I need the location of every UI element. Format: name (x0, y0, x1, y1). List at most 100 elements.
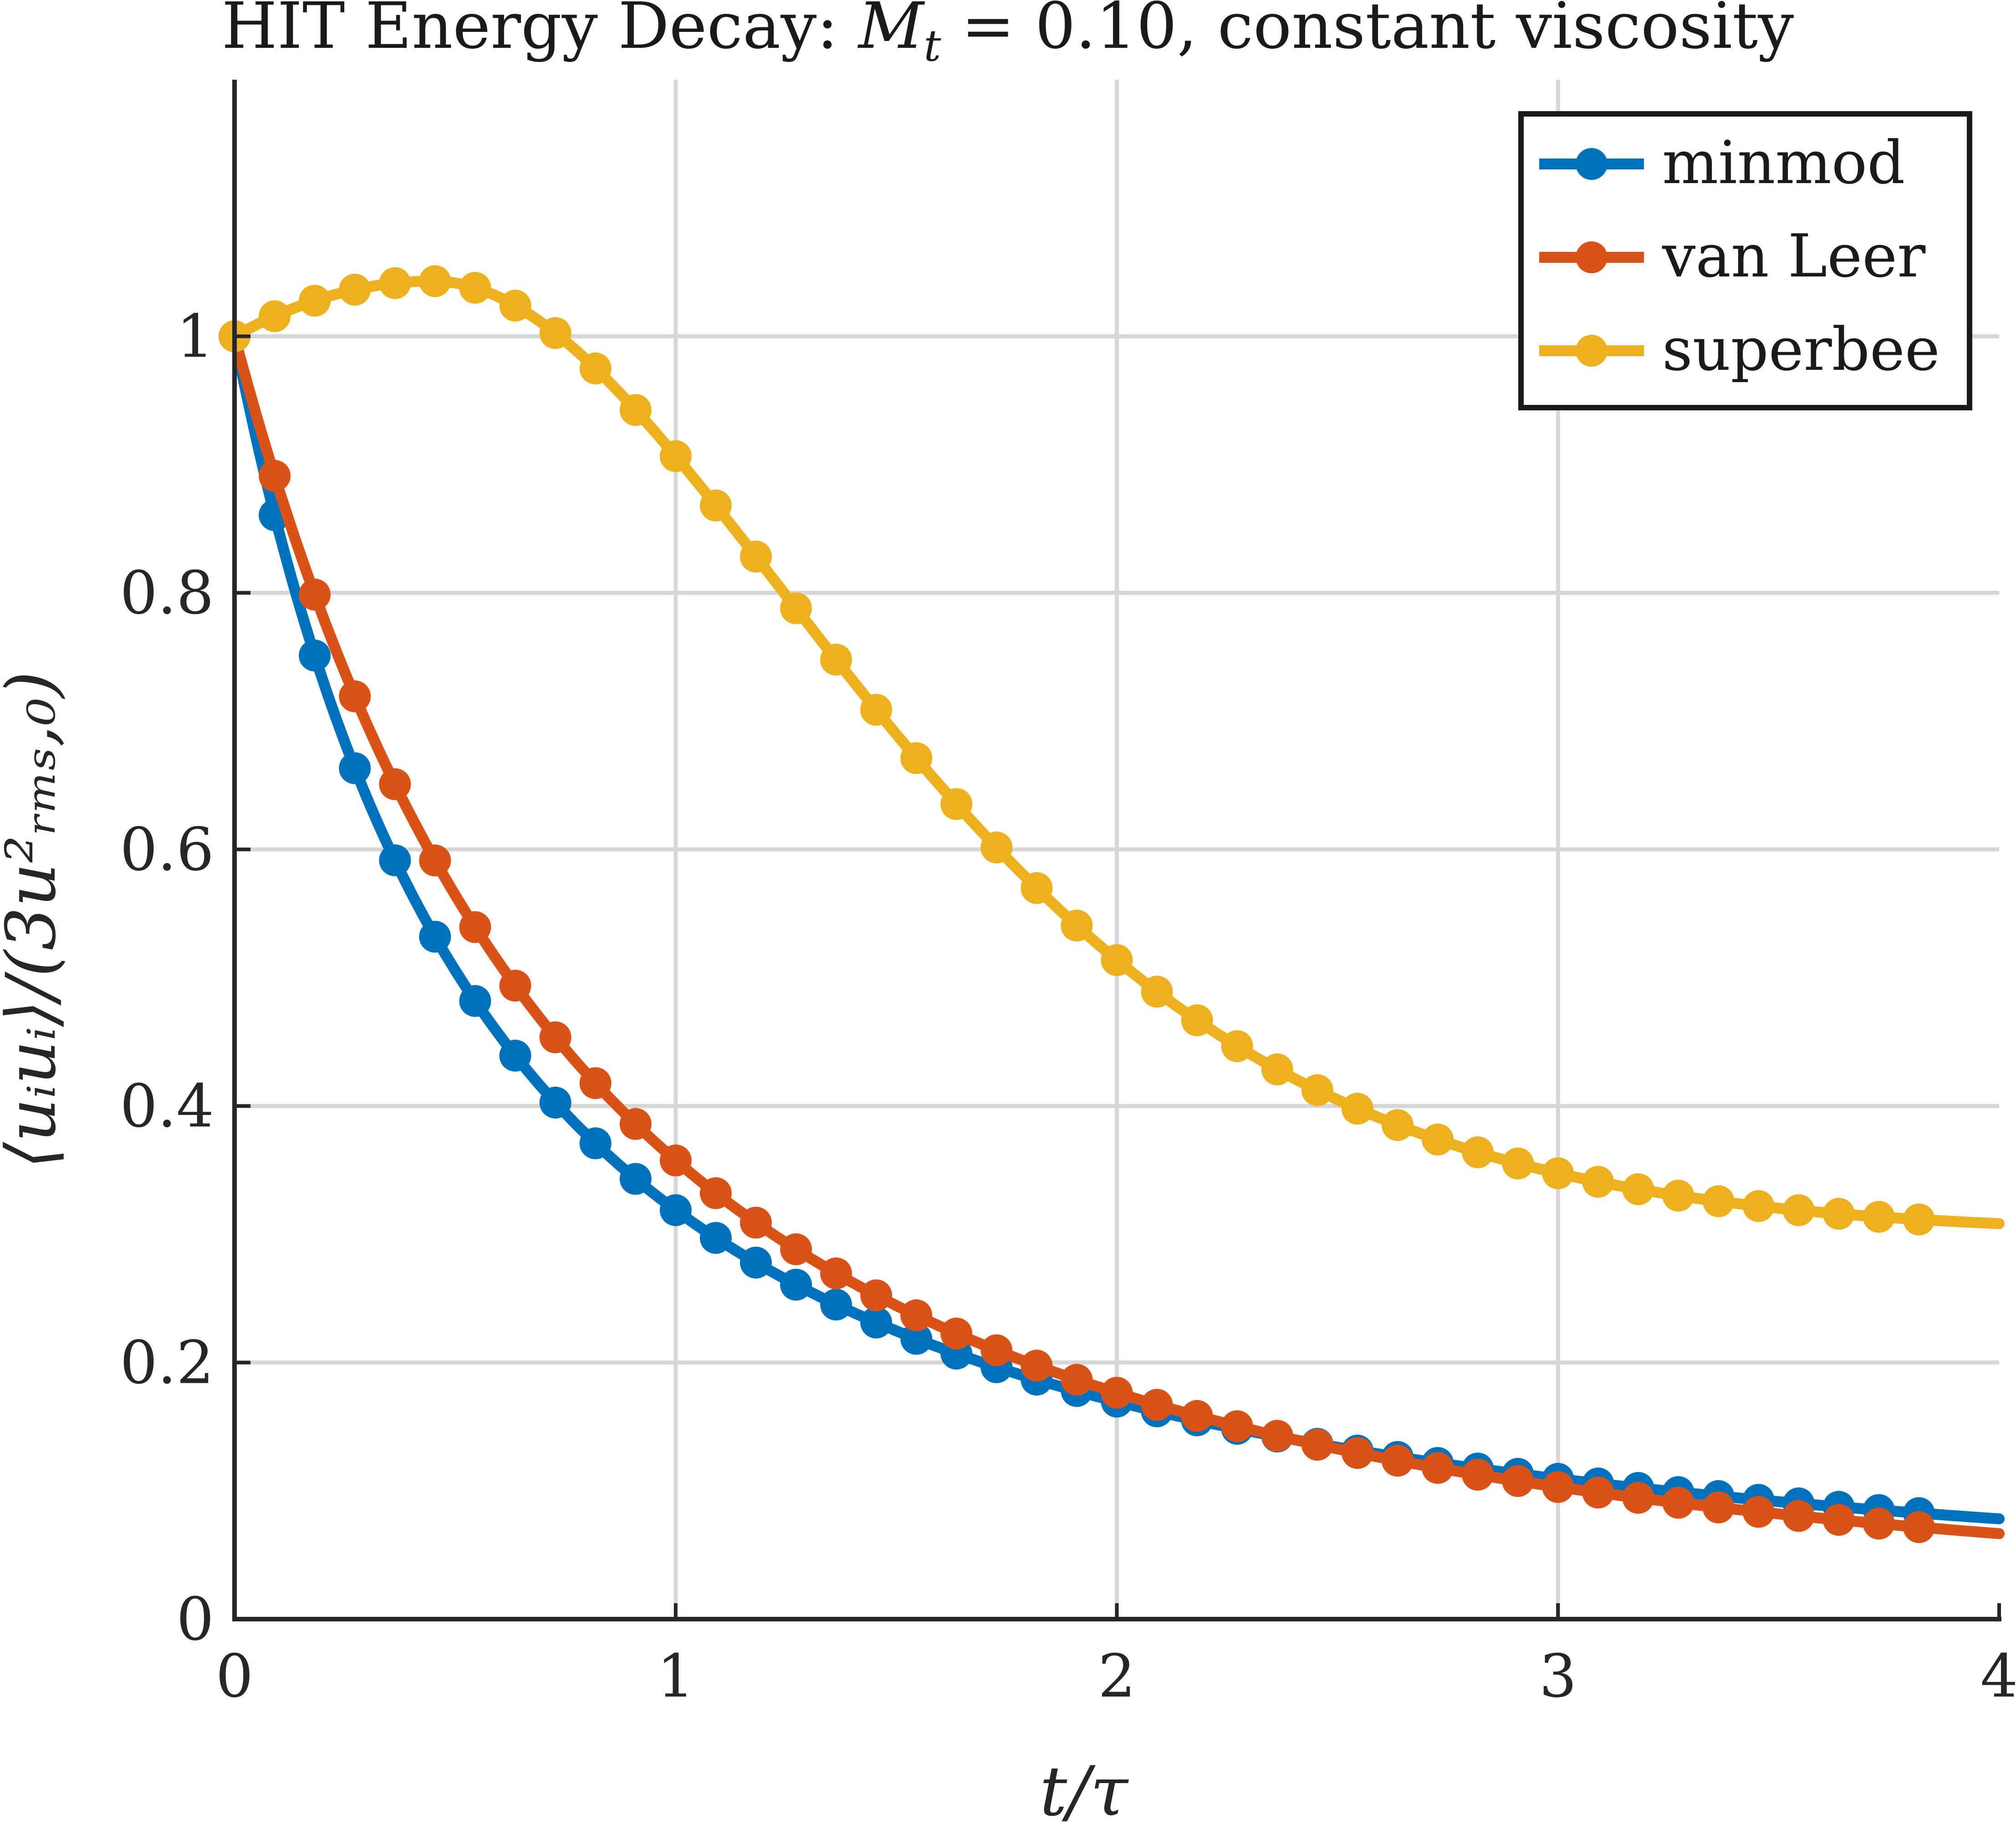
series-2-marker-25 (1221, 1030, 1253, 1062)
series-2-marker-38 (1742, 1190, 1775, 1222)
series-1-marker-13 (740, 1206, 772, 1239)
series-2-marker-42 (1903, 1203, 1935, 1236)
series-1-marker-39 (1782, 1500, 1815, 1532)
series-2-marker-27 (1301, 1074, 1333, 1106)
series-2-marker-36 (1662, 1180, 1694, 1212)
series-0-marker-9 (579, 1127, 612, 1160)
legend-label-0: minmod (1662, 128, 1905, 197)
series-2-marker-6 (459, 271, 491, 304)
series-1-marker-29 (1382, 1445, 1414, 1477)
series-group (219, 265, 2005, 1543)
series-1-marker-35 (1622, 1482, 1654, 1514)
title-prefix: HIT Energy Decay: (222, 0, 858, 63)
series-0-marker-11 (659, 1194, 692, 1227)
series-1-marker-30 (1422, 1452, 1454, 1484)
series-0-marker-17 (900, 1323, 933, 1355)
series-0-marker-5 (419, 920, 451, 953)
series-2-marker-29 (1382, 1109, 1414, 1141)
series-1-marker-3 (339, 680, 371, 712)
series-0-marker-12 (699, 1222, 732, 1254)
series-1-marker-10 (619, 1108, 652, 1140)
legend-label-2: superbee (1662, 315, 1940, 384)
series-1-marker-23 (1141, 1389, 1173, 1421)
series-1-marker-22 (1101, 1377, 1133, 1409)
series-0-marker-10 (619, 1163, 652, 1195)
series-2-marker-1 (259, 300, 291, 332)
x-tick-label-2: 2 (1098, 1641, 1136, 1711)
y-tick-label-4: 0.8 (120, 558, 214, 628)
series-2-marker-20 (1021, 872, 1053, 904)
series-1-marker-12 (699, 1177, 732, 1209)
series-2-marker-9 (579, 352, 612, 384)
series-2-marker-3 (339, 274, 371, 306)
tick-labels: 0 1 2 3 4 0 0.2 0.4 0.6 0.8 1 (120, 302, 2016, 1711)
series-1-marker-31 (1462, 1458, 1494, 1491)
series-2-marker-35 (1622, 1173, 1654, 1206)
series-2-marker-26 (1261, 1053, 1293, 1085)
series-1-marker-37 (1702, 1491, 1735, 1523)
series-0-marker-8 (539, 1086, 572, 1119)
series-2-marker-33 (1542, 1157, 1574, 1190)
series-2-marker-7 (499, 290, 531, 322)
series-2-marker-40 (1822, 1198, 1855, 1230)
series-1-marker-18 (940, 1318, 973, 1349)
series-2-marker-21 (1061, 910, 1093, 942)
series-1-marker-41 (1863, 1508, 1895, 1540)
legend-marker-1 (1576, 241, 1608, 273)
series-2-marker-24 (1181, 1004, 1213, 1037)
series-1-marker-24 (1181, 1400, 1213, 1432)
series-0-marker-15 (820, 1288, 852, 1321)
series-1-marker-7 (499, 970, 531, 1002)
series-1-marker-8 (539, 1021, 572, 1053)
series-2-marker-34 (1582, 1165, 1614, 1198)
chart-title: HIT Energy Decay: Mt = 0.10, constant vi… (222, 0, 1794, 71)
series-2-marker-19 (980, 831, 1013, 864)
title-suffix: , constant viscosity (1177, 0, 1794, 63)
series-2-marker-14 (780, 592, 812, 624)
series-0-marker-3 (339, 752, 371, 784)
series-1-marker-42 (1903, 1511, 1935, 1543)
title-math-symbol: M (857, 0, 925, 63)
series-2-marker-4 (379, 267, 411, 299)
y-axis-label: ⟨uᵢuᵢ⟩/(3u²ᵣₘₛ,₀) (0, 671, 71, 1169)
y-tick-label-1: 0.2 (120, 1328, 214, 1397)
series-2-marker-37 (1702, 1185, 1735, 1217)
series-1-marker-32 (1502, 1465, 1534, 1497)
series-0-marker-2 (299, 639, 331, 672)
series-2-marker-39 (1782, 1194, 1815, 1227)
series-2-marker-11 (659, 440, 692, 472)
axes (232, 80, 2001, 1621)
x-tick-label-4: 4 (1980, 1641, 2016, 1711)
y-tick-label-5: 1 (176, 302, 214, 371)
x-tick-label-0: 0 (216, 1641, 254, 1711)
series-2 (219, 265, 2005, 1236)
series-2-marker-28 (1341, 1093, 1373, 1125)
series-2-marker-13 (740, 541, 772, 573)
series-0-marker-7 (499, 1039, 531, 1072)
series-1-marker-14 (780, 1233, 812, 1265)
series-1-marker-27 (1301, 1429, 1333, 1461)
series-1-marker-16 (860, 1279, 893, 1312)
series-1-marker-34 (1582, 1477, 1614, 1509)
series-2-marker-5 (419, 265, 451, 297)
series-1-marker-1 (259, 460, 291, 492)
series-1-marker-26 (1261, 1420, 1293, 1452)
x-tick-label-1: 1 (657, 1641, 694, 1711)
series-2-marker-12 (699, 489, 732, 521)
series-1-marker-21 (1061, 1364, 1093, 1396)
series-1-marker-40 (1822, 1504, 1855, 1536)
y-tick-label-2: 0.4 (120, 1071, 214, 1140)
series-2-marker-41 (1863, 1201, 1895, 1233)
series-0-marker-16 (860, 1306, 893, 1339)
series-2-marker-15 (820, 644, 852, 676)
series-0-marker-14 (780, 1268, 812, 1301)
series-2-marker-31 (1462, 1136, 1494, 1168)
series-1-marker-36 (1662, 1487, 1694, 1519)
series-1 (219, 320, 2005, 1543)
series-2-marker-18 (940, 788, 973, 820)
series-1-marker-28 (1341, 1437, 1373, 1469)
series-1-marker-4 (379, 768, 411, 800)
series-1-marker-2 (299, 578, 331, 611)
legend-marker-2 (1576, 335, 1608, 367)
